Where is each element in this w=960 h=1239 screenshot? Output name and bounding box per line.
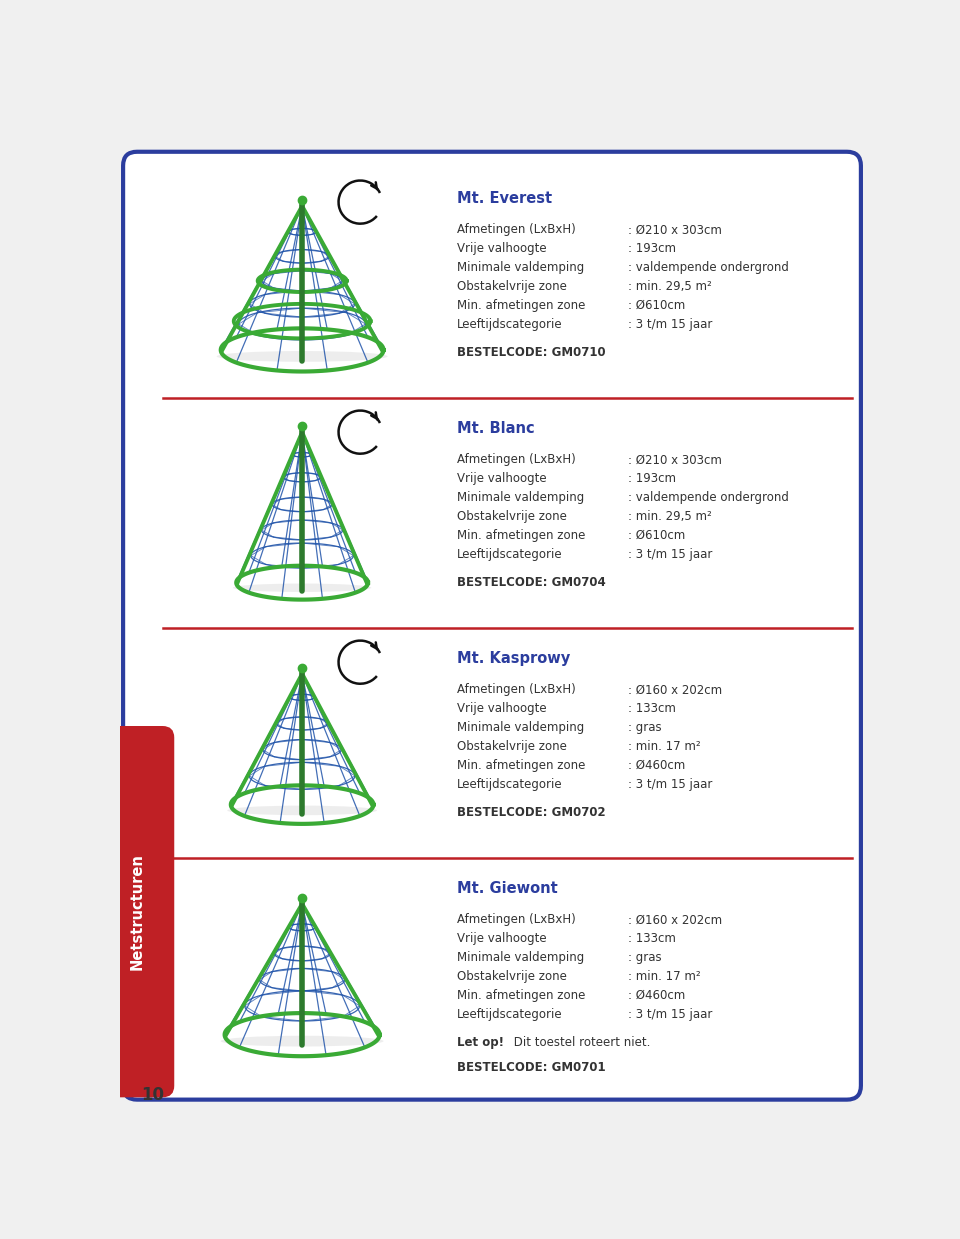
Text: Vrije valhoogte: Vrije valhoogte [457, 472, 547, 486]
Text: Afmetingen (LxBxH): Afmetingen (LxBxH) [457, 684, 576, 696]
Text: Minimale valdemping: Minimale valdemping [457, 491, 585, 504]
Text: BESTELCODE: GM0704: BESTELCODE: GM0704 [457, 576, 606, 589]
Text: : valdempende ondergrond: : valdempende ondergrond [628, 261, 788, 274]
Text: : Ø210 x 303cm: : Ø210 x 303cm [628, 223, 722, 237]
Text: Afmetingen (LxBxH): Afmetingen (LxBxH) [457, 453, 576, 466]
Text: Mt. Giewont: Mt. Giewont [457, 881, 558, 896]
Text: : gras: : gras [628, 721, 661, 735]
Ellipse shape [217, 351, 388, 362]
Text: Vrije valhoogte: Vrije valhoogte [457, 243, 547, 255]
Text: : 3 t/m 15 jaar: : 3 t/m 15 jaar [628, 778, 712, 790]
Text: Vrije valhoogte: Vrije valhoogte [457, 932, 547, 945]
Text: : Ø610cm: : Ø610cm [628, 529, 684, 541]
Text: Min. afmetingen zone: Min. afmetingen zone [457, 989, 586, 1002]
Text: : 133cm: : 133cm [628, 932, 676, 945]
Text: Dit toestel roteert niet.: Dit toestel roteert niet. [510, 1036, 650, 1049]
Text: Afmetingen (LxBxH): Afmetingen (LxBxH) [457, 223, 576, 237]
Ellipse shape [233, 584, 372, 592]
Text: Min. afmetingen zone: Min. afmetingen zone [457, 529, 586, 541]
Text: Mt. Kasprowy: Mt. Kasprowy [457, 652, 570, 667]
Text: : 3 t/m 15 jaar: : 3 t/m 15 jaar [628, 1007, 712, 1021]
Text: BESTELCODE: GM0701: BESTELCODE: GM0701 [457, 1061, 606, 1073]
Text: Min. afmetingen zone: Min. afmetingen zone [457, 760, 586, 772]
Text: : Ø460cm: : Ø460cm [628, 989, 684, 1002]
Text: Leeftijdscategorie: Leeftijdscategorie [457, 1007, 563, 1021]
Text: Let op!: Let op! [457, 1036, 504, 1049]
Ellipse shape [228, 805, 377, 815]
Text: : valdempende ondergrond: : valdempende ondergrond [628, 491, 788, 504]
Text: Mt. Everest: Mt. Everest [457, 191, 552, 206]
Text: : Ø160 x 202cm: : Ø160 x 202cm [628, 913, 722, 927]
Text: : gras: : gras [628, 952, 661, 964]
FancyBboxPatch shape [123, 151, 861, 1100]
Text: Obstakelvrije zone: Obstakelvrije zone [457, 280, 567, 292]
Text: : min. 29,5 m²: : min. 29,5 m² [628, 280, 711, 292]
Text: Obstakelvrije zone: Obstakelvrije zone [457, 510, 567, 523]
Text: : 133cm: : 133cm [628, 703, 676, 715]
Text: : Ø610cm: : Ø610cm [628, 299, 684, 312]
Text: : min. 17 m²: : min. 17 m² [628, 740, 700, 753]
Text: Minimale valdemping: Minimale valdemping [457, 721, 585, 735]
Text: Mt. Blanc: Mt. Blanc [457, 421, 535, 436]
Ellipse shape [221, 1036, 383, 1047]
Text: : Ø160 x 202cm: : Ø160 x 202cm [628, 684, 722, 696]
Text: BESTELCODE: GM0702: BESTELCODE: GM0702 [457, 805, 606, 819]
Text: Obstakelvrije zone: Obstakelvrije zone [457, 740, 567, 753]
Text: : min. 17 m²: : min. 17 m² [628, 970, 700, 983]
Text: Minimale valdemping: Minimale valdemping [457, 261, 585, 274]
Text: BESTELCODE: GM0710: BESTELCODE: GM0710 [457, 346, 606, 359]
Text: : 3 t/m 15 jaar: : 3 t/m 15 jaar [628, 317, 712, 331]
Text: Leeftijdscategorie: Leeftijdscategorie [457, 317, 563, 331]
Text: Vrije valhoogte: Vrije valhoogte [457, 703, 547, 715]
Text: : 193cm: : 193cm [628, 243, 676, 255]
Text: : min. 29,5 m²: : min. 29,5 m² [628, 510, 711, 523]
Text: Minimale valdemping: Minimale valdemping [457, 952, 585, 964]
Text: 10: 10 [141, 1087, 164, 1104]
Text: : 193cm: : 193cm [628, 472, 676, 486]
Text: Min. afmetingen zone: Min. afmetingen zone [457, 299, 586, 312]
Text: Afmetingen (LxBxH): Afmetingen (LxBxH) [457, 913, 576, 927]
Text: : Ø460cm: : Ø460cm [628, 760, 684, 772]
Text: Obstakelvrije zone: Obstakelvrije zone [457, 970, 567, 983]
Text: Netstructuren: Netstructuren [130, 854, 145, 970]
FancyBboxPatch shape [108, 726, 175, 1098]
Text: : Ø210 x 303cm: : Ø210 x 303cm [628, 453, 722, 466]
Text: : 3 t/m 15 jaar: : 3 t/m 15 jaar [628, 548, 712, 561]
Text: Leeftijdscategorie: Leeftijdscategorie [457, 548, 563, 561]
Text: Leeftijdscategorie: Leeftijdscategorie [457, 778, 563, 790]
